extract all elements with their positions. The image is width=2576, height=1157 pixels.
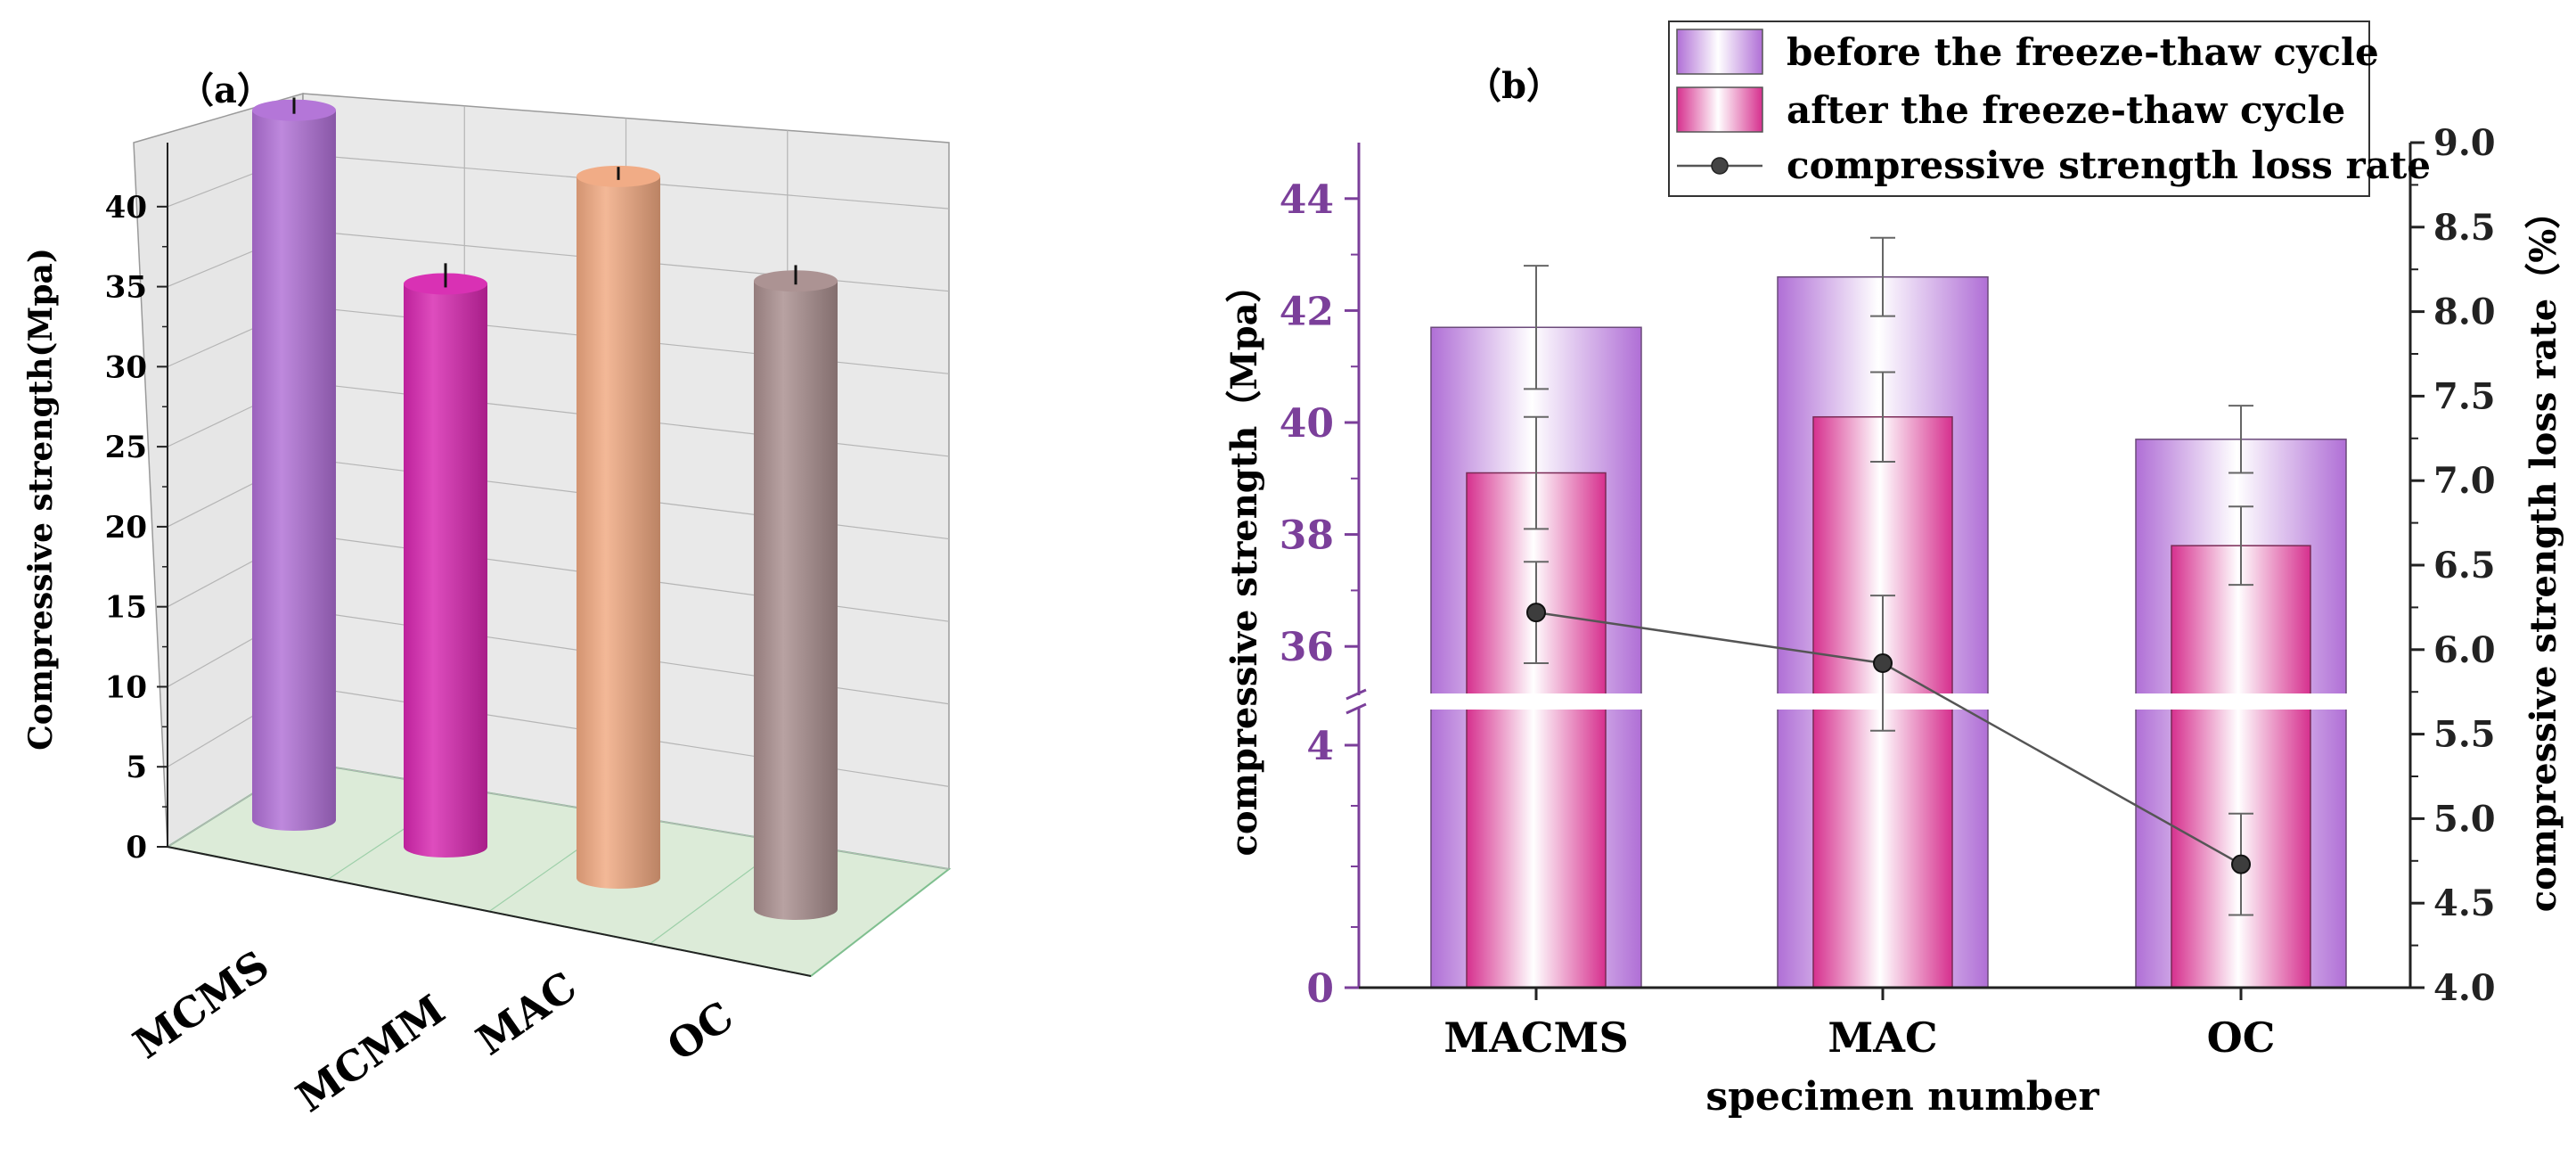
panel-b-y-axis-title: compressive strength（Mpa）	[1223, 267, 1265, 857]
right-y-tick-label: 5.0	[2433, 798, 2496, 840]
break-slash	[1345, 688, 1367, 701]
x-tick-label-mcmm: MCMM	[288, 985, 454, 1121]
panel-b-legend: before the freeze-thaw cycle after the f…	[1668, 21, 2431, 197]
right-y-tick-label: 6.0	[2433, 629, 2496, 671]
left-y-tick-label: 44	[1280, 177, 1334, 223]
bar-body	[754, 281, 838, 920]
loss-rate-marker-oc	[2231, 854, 2251, 874]
right-y-tick-label: 5.5	[2433, 714, 2496, 756]
legend-box	[1668, 21, 2370, 197]
panel-b-x-axis-title: specimen number	[1705, 1074, 2099, 1120]
legend-swatch-before	[1676, 29, 1763, 75]
panel-a-x-tick-labels: MCMS MCMM MAC OC	[125, 941, 742, 1122]
y-tick-label: 25	[105, 430, 147, 465]
right-y-tick-label: 6.5	[2433, 545, 2496, 587]
right-y-tick-label: 4.0	[2433, 967, 2496, 1009]
legend-marker-sample	[1711, 157, 1729, 175]
right-y-tick-label: 7.5	[2433, 375, 2496, 417]
bar-mac	[577, 165, 660, 889]
x-tick-label-mac: MAC	[1828, 1013, 1937, 1062]
right-y-tick-label: 8.0	[2433, 291, 2496, 333]
panel-b-label: （b）	[1466, 65, 1562, 107]
x-tick-label-mcms: MCMS	[125, 941, 278, 1069]
loss-rate-marker-macms	[1526, 603, 1546, 623]
bar-group-oc	[2135, 405, 2347, 989]
panel-a-3d-bar-chart: （a） 0 5 10 15 20 25 30 35 40 MCMS MCMM MAC OC Compr…	[22, 70, 952, 1122]
legend-label-loss-rate: compressive strength loss rate	[1787, 144, 2431, 187]
panel-b-axes: 36 38 40 42 44 0 4 4.0 4.5 5.0 5.5 6.0 6.5 7.0 7.5 8.0 8…	[1280, 122, 2496, 1012]
x-tick-label-macms: MACMS	[1443, 1013, 1628, 1062]
left-y-tick-label: 36	[1280, 625, 1334, 670]
x-axis-line	[167, 846, 812, 977]
left-y-tick-label: 42	[1280, 289, 1334, 334]
y-tick-label: 10	[105, 669, 147, 705]
bar-after-oc	[2171, 545, 2311, 989]
panel-a-label: （a）	[178, 70, 273, 111]
bar-mcmm	[404, 263, 487, 857]
x-tick-label-mac: MAC	[468, 962, 585, 1064]
bar-mcms	[252, 97, 336, 832]
y-tick-label: 35	[105, 270, 147, 306]
left-y-tick-label: 0	[1306, 966, 1334, 1012]
y-tick-label: 5	[126, 750, 147, 785]
right-y-tick-label: 4.5	[2433, 882, 2496, 924]
legend-label-after: after the freeze-thaw cycle	[1787, 88, 2345, 132]
panel-b-x-tick-labels: MACMS MAC OC	[1443, 1013, 2275, 1062]
bar-body	[577, 176, 660, 889]
y-tick-label: 15	[105, 590, 147, 626]
break-band	[1341, 693, 2428, 710]
right-y-tick-label: 9.0	[2433, 122, 2496, 164]
panel-a-bars	[252, 97, 838, 920]
left-y-tick-label: 38	[1280, 513, 1334, 559]
bar-group-macms	[1430, 265, 1642, 989]
y-tick-label: 20	[105, 510, 147, 546]
bar-after-macms	[1466, 472, 1607, 989]
x-tick-label-oc: OC	[658, 992, 742, 1071]
panel-b-axis-break	[1341, 688, 2428, 715]
left-y-tick-label: 4	[1306, 724, 1334, 769]
right-y-tick-label: 7.0	[2433, 460, 2496, 502]
panel-a-y-axis: 0 5 10 15 20 25 30 35 40	[105, 143, 812, 977]
bar-oc	[754, 265, 838, 920]
break-slash	[1345, 702, 1367, 715]
x-tick-label-oc: OC	[2207, 1013, 2276, 1062]
right-y-tick-label: 8.5	[2433, 207, 2496, 249]
bar-body	[252, 110, 336, 832]
panel-a-y-axis-title: Compressive strength(Mpa)	[22, 248, 60, 751]
legend-swatch-after	[1676, 86, 1763, 133]
y-tick-label: 30	[105, 349, 147, 385]
bar-body	[404, 283, 487, 857]
legend-label-before: before the freeze-thaw cycle	[1787, 30, 2379, 74]
y-tick-label: 0	[126, 830, 147, 866]
loss-rate-marker-mac	[1873, 652, 1893, 673]
panel-b-bar-line-chart: （b） 36 38 40 42 44 0 4 4.0 4.5 5.0 5.5 6.0 6.5 7.0 7.5…	[1223, 21, 2564, 1120]
panel-b-y2-axis-title: compressive strength loss rate（%）	[2523, 193, 2564, 913]
y-tick-label: 40	[105, 190, 147, 226]
left-y-tick-label: 40	[1280, 401, 1334, 447]
panel-b-bars	[1430, 236, 2347, 989]
panel-b-loss-rate-line	[1524, 561, 2253, 916]
